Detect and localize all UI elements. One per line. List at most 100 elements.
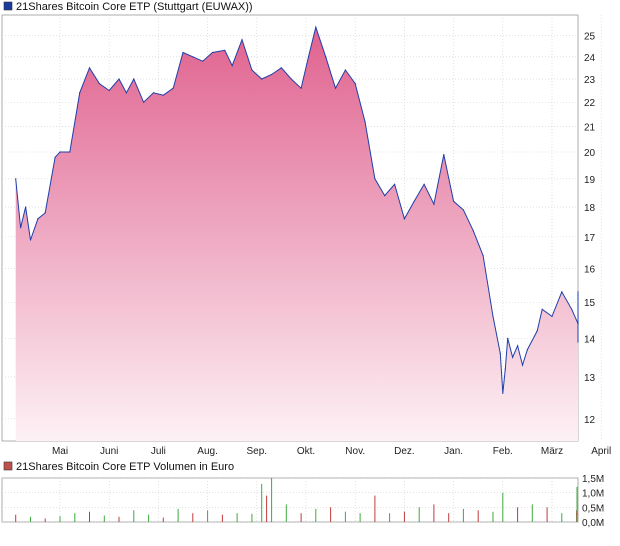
price-point (280, 67, 282, 69)
price-y-tick-label: 13 (584, 373, 596, 384)
volume-chart-title: 21Shares Bitcoin Core ETP Volumen in Eur… (16, 461, 234, 473)
price-point (37, 218, 39, 220)
price-point (88, 67, 91, 69)
price-y-tick-label: 20 (584, 148, 596, 159)
price-point (394, 183, 396, 185)
volume-y-tick-label: 0,5M (582, 503, 604, 514)
price-point (517, 345, 519, 347)
volume-panel: 0,0M 0,5M 1,0M 1,5M (1, 474, 604, 529)
volume-plot-area (1, 477, 579, 523)
price-area (15, 27, 578, 441)
price-point (15, 178, 17, 180)
price-point (325, 56, 327, 58)
x-tick-label: Nov. (345, 446, 365, 457)
price-point (472, 230, 474, 232)
price-point (98, 83, 100, 85)
price-y-tick-label: 17 (584, 233, 596, 244)
price-point (511, 356, 514, 358)
price-point (502, 392, 504, 394)
price-y-tick-label: 21 (584, 123, 596, 134)
price-y-tick-label: 24 (584, 53, 596, 64)
price-point (224, 49, 226, 51)
x-tick-label: Okt. (297, 446, 315, 457)
price-point (577, 298, 579, 300)
price-point (202, 60, 204, 62)
x-tick-label: Aug. (197, 446, 218, 457)
price-point (334, 87, 337, 89)
price-point (29, 239, 32, 241)
price-point (20, 227, 22, 229)
price-point (374, 178, 376, 180)
price-point (492, 315, 494, 317)
price-point (241, 39, 243, 41)
price-point (172, 87, 174, 89)
price-point (108, 89, 110, 92)
legend-swatch-volume (3, 461, 13, 471)
price-point (182, 51, 184, 54)
price-panel: 12 13 14 15 16 17 18 19 20 21 22 23 24 25 Mai Juni Juli A… (1, 14, 611, 457)
price-point (443, 154, 445, 156)
price-point (536, 330, 538, 332)
price-y-tick-label: 22 (584, 98, 596, 109)
price-point (118, 78, 120, 80)
price-point (344, 69, 346, 71)
x-tick-label: Sep. (247, 446, 268, 457)
volume-y-tick-label: 1,0M (582, 489, 604, 500)
price-y-tick-label: 19 (584, 175, 596, 186)
price-point (433, 203, 435, 205)
x-tick-label: April (591, 446, 611, 457)
price-point (315, 26, 317, 28)
price-y-tick-label: 25 (584, 31, 596, 42)
x-tick-label: Mai (52, 446, 68, 457)
price-point (571, 308, 573, 310)
price-y-tick-label: 16 (584, 265, 596, 276)
price-y-tick-label: 12 (584, 415, 596, 426)
price-point (482, 255, 484, 257)
price-point (504, 368, 506, 370)
price-point (453, 200, 455, 202)
x-tick-label: Dez. (394, 446, 415, 457)
price-point (54, 156, 56, 158)
price-point (211, 51, 214, 54)
price-point (577, 305, 579, 307)
price-point (354, 83, 356, 85)
price-point (25, 206, 27, 208)
price-point (561, 291, 563, 293)
price-point (152, 92, 155, 94)
price-point (125, 92, 127, 94)
price-point (271, 73, 273, 76)
volume-y-tick-label: 1,5M (582, 474, 604, 485)
price-point (364, 121, 366, 123)
price-point (577, 294, 579, 296)
price-y-tick-label: 15 (584, 298, 596, 309)
price-point (541, 308, 543, 310)
price-point (577, 323, 579, 325)
price-point (79, 92, 81, 94)
x-tick-label: Jan. (444, 446, 463, 457)
price-point (521, 364, 524, 366)
price-point (261, 78, 263, 80)
price-point (143, 101, 145, 103)
price-point (251, 69, 253, 71)
price-point (462, 209, 464, 211)
price-point (69, 151, 71, 153)
x-tick-label: Feb. (493, 446, 513, 457)
x-tick-label: Juli (151, 446, 166, 457)
price-point (384, 195, 386, 197)
price-point (300, 87, 302, 89)
price-point (577, 291, 579, 293)
price-y-tick-label: 14 (584, 334, 596, 345)
price-point (551, 315, 553, 317)
x-tick-label: März (541, 446, 563, 457)
price-point (403, 218, 405, 220)
x-tick-label: Juni (100, 446, 118, 457)
price-point (499, 352, 501, 354)
price-point (162, 94, 164, 96)
price-point (307, 56, 310, 58)
price-chart-title: 21Shares Bitcoin Core ETP (Stuttgart (EU… (16, 1, 253, 13)
price-point (59, 151, 61, 153)
price-y-tick-label: 18 (584, 203, 596, 214)
price-point (423, 183, 425, 185)
price-point (526, 349, 529, 351)
